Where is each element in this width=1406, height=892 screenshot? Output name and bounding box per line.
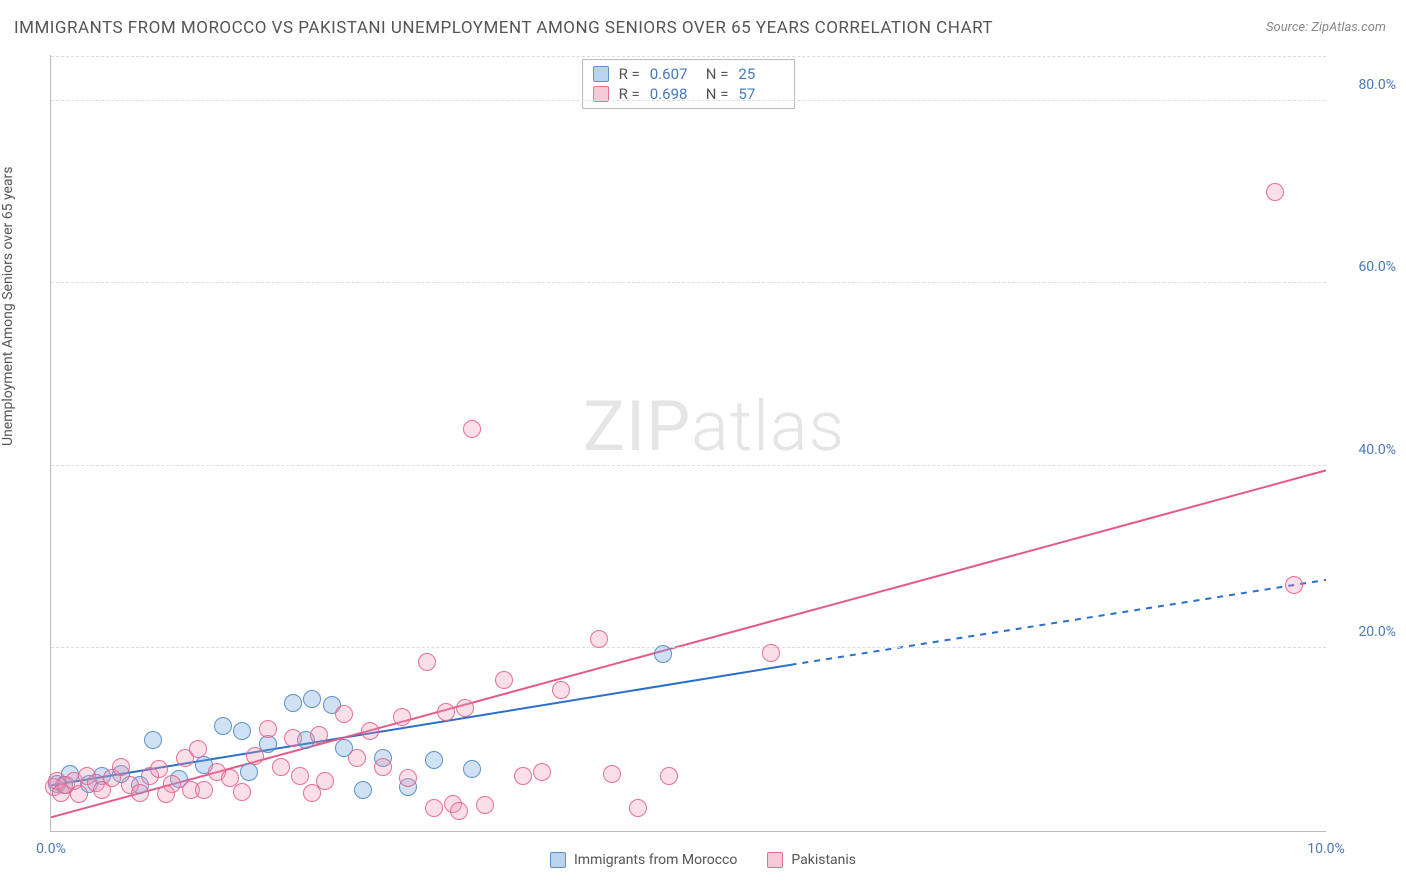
series-legend: Immigrants from Morocco Pakistanis [550,852,856,868]
data-point [476,796,494,814]
data-point [1266,183,1284,201]
data-point [335,705,353,723]
data-point [361,722,379,740]
gridline [51,56,1326,57]
data-point [450,802,468,820]
legend-label-pakistanis: Pakistanis [791,852,856,868]
data-point [354,781,372,799]
data-point [495,671,513,689]
data-point [629,799,647,817]
data-point [399,769,417,787]
data-point [303,784,321,802]
gridline [51,465,1326,466]
trend-line-extrapolated [791,580,1327,665]
data-point [654,645,672,663]
data-point [418,653,436,671]
data-point [603,765,621,783]
data-point [284,729,302,747]
data-point [1285,576,1303,594]
data-point [291,767,309,785]
data-point [425,799,443,817]
data-point [348,749,366,767]
data-point [463,760,481,778]
data-point [195,781,213,799]
swatch-pink-icon [767,852,783,868]
data-point [463,420,481,438]
swatch-blue-icon [550,852,566,868]
data-point [233,722,251,740]
data-point [233,783,251,801]
y-tick-label: 80.0% [1358,77,1396,93]
data-point [310,726,328,744]
plot-area: ZIPatlas R = 0.607 N = 25 R = 0.698 N = … [50,55,1326,832]
legend-item-morocco: Immigrants from Morocco [550,852,737,868]
source-label: Source: ZipAtlas.com [1266,20,1386,35]
y-tick-label: 60.0% [1358,259,1396,275]
chart-title: IMMIGRANTS FROM MOROCCO VS PAKISTANI UNE… [14,18,993,38]
data-point [303,690,321,708]
data-point [150,760,168,778]
gridline [51,282,1326,283]
data-point [762,644,780,662]
data-point [393,708,411,726]
data-point [112,758,130,776]
data-point [437,703,455,721]
y-tick-label: 20.0% [1358,624,1396,640]
data-point [246,747,264,765]
chart-container: IMMIGRANTS FROM MOROCCO VS PAKISTANI UNE… [0,0,1406,892]
x-tick-label: 0.0% [36,841,66,857]
data-point [533,763,551,781]
gridline [51,100,1326,101]
trend-lines-svg [51,55,1326,831]
data-point [259,720,277,738]
data-point [131,784,149,802]
data-point [214,717,232,735]
gridline [51,647,1326,648]
y-axis-label: Unemployment Among Seniors over 65 years [0,167,16,447]
legend-label-morocco: Immigrants from Morocco [574,852,737,868]
data-point [284,694,302,712]
data-point [552,681,570,699]
data-point [660,767,678,785]
data-point [272,758,290,776]
data-point [374,758,392,776]
x-tick-label: 10.0% [1307,841,1345,857]
legend-item-pakistanis: Pakistanis [767,852,856,868]
data-point [425,751,443,769]
data-point [144,731,162,749]
data-point [456,699,474,717]
data-point [70,785,88,803]
data-point [157,785,175,803]
data-point [590,630,608,648]
data-point [189,740,207,758]
y-tick-label: 40.0% [1358,442,1396,458]
data-point [514,767,532,785]
data-point [240,763,258,781]
